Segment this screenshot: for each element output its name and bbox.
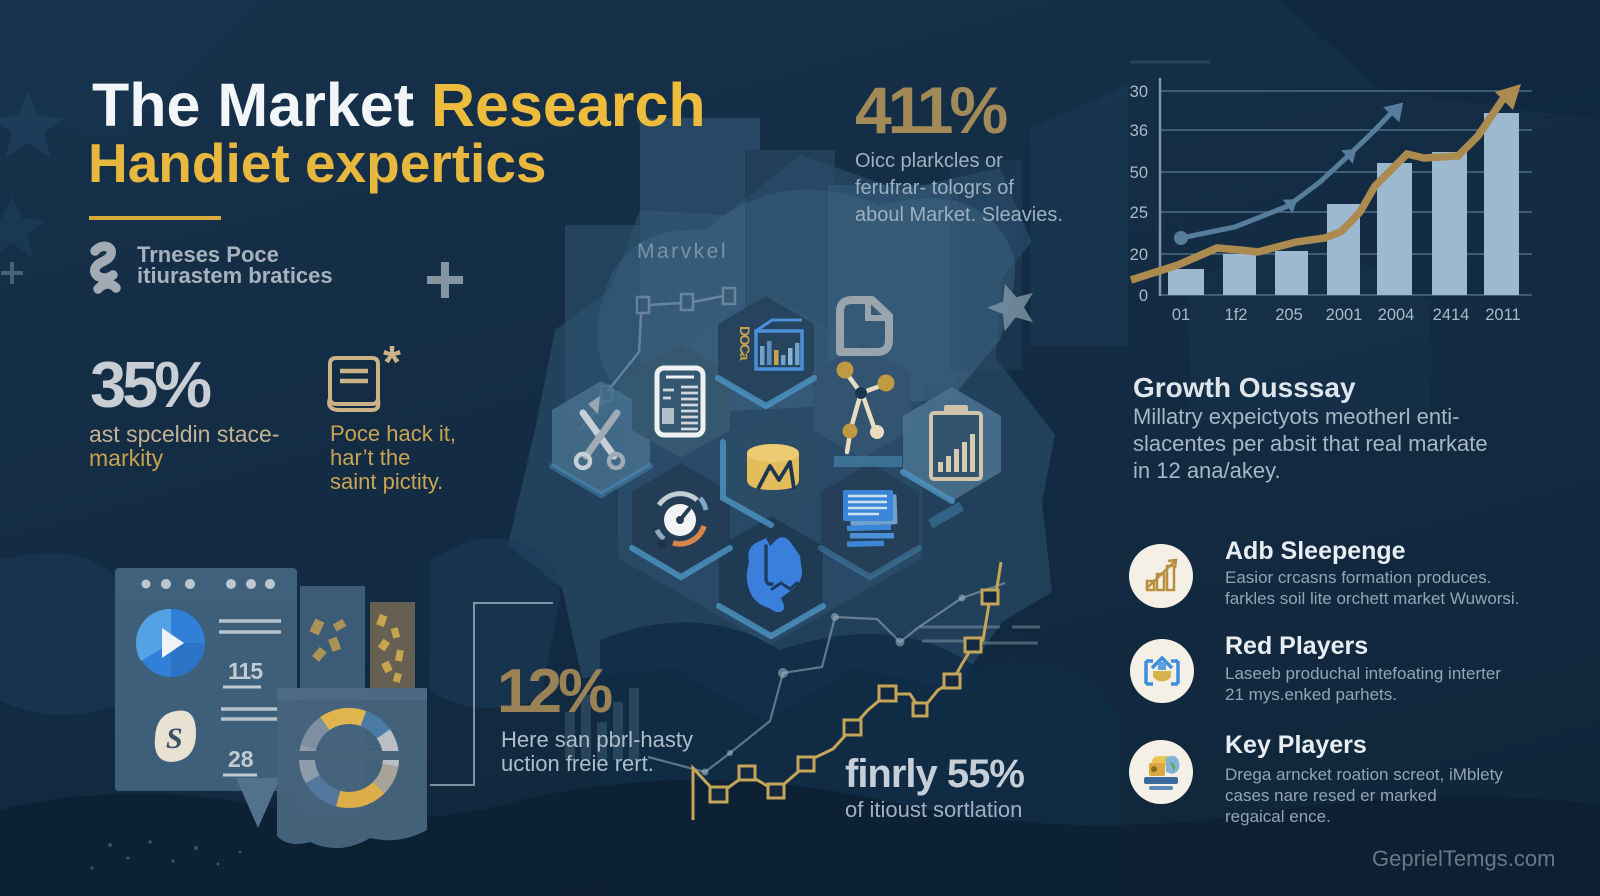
svg-text:50: 50 xyxy=(1130,164,1148,182)
svg-text:DOCa: DOCa xyxy=(737,326,753,361)
svg-text:205: 205 xyxy=(1275,306,1303,324)
svg-text:2414: 2414 xyxy=(1433,306,1470,324)
svg-text:01: 01 xyxy=(1172,306,1190,324)
svg-text:115: 115 xyxy=(228,658,263,684)
svg-text:20: 20 xyxy=(1130,246,1148,264)
svg-text:36: 36 xyxy=(1130,122,1148,140)
svg-text:*: * xyxy=(383,336,401,388)
svg-text:0: 0 xyxy=(1139,287,1148,305)
svg-text:2011: 2011 xyxy=(1485,306,1520,324)
svg-text:1f2: 1f2 xyxy=(1225,306,1248,324)
svg-text:2004: 2004 xyxy=(1378,306,1415,324)
svg-text:S: S xyxy=(166,722,183,755)
svg-text:2001: 2001 xyxy=(1326,306,1363,324)
svg-text:25: 25 xyxy=(1130,204,1148,222)
svg-text:28: 28 xyxy=(228,746,254,772)
svg-text:30: 30 xyxy=(1130,83,1148,101)
